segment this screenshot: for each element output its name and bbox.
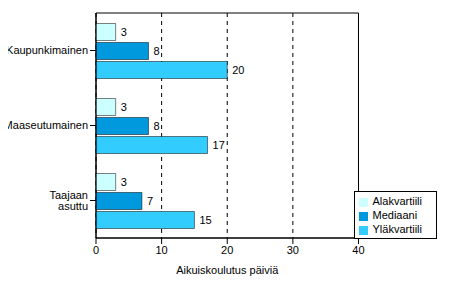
svg-text:Taajaanasuttu: Taajaanasuttu <box>49 189 88 212</box>
svg-text:3: 3 <box>121 26 127 38</box>
svg-text:40: 40 <box>352 244 364 256</box>
html-text:Mediaani: Mediaani <box>372 209 418 221</box>
svg-text:3: 3 <box>121 101 127 113</box>
svg-text:3: 3 <box>121 176 127 188</box>
svg-text:20: 20 <box>232 64 244 76</box>
svg-text:20: 20 <box>221 244 233 256</box>
svg-text:0: 0 <box>93 244 99 256</box>
svg-text:15: 15 <box>199 214 211 226</box>
html-text:Yläkvartiili: Yläkvartiili <box>372 223 422 235</box>
svg-text:Maaseutumainen: Maaseutumainen <box>8 119 88 131</box>
svg-text:30: 30 <box>287 244 299 256</box>
svg-text:7: 7 <box>147 195 153 207</box>
svg-text:17: 17 <box>213 139 225 151</box>
svg-text:Aikuiskoulutus päiviä: Aikuiskoulutus päiviä <box>176 264 279 276</box>
svg-text:10: 10 <box>155 244 167 256</box>
svg-text:Kaupunkimainen: Kaupunkimainen <box>8 44 88 56</box>
svg-text:8: 8 <box>153 120 159 132</box>
html-text:Alakvartiili: Alakvartiili <box>372 195 422 207</box>
svg-text:8: 8 <box>153 45 159 57</box>
